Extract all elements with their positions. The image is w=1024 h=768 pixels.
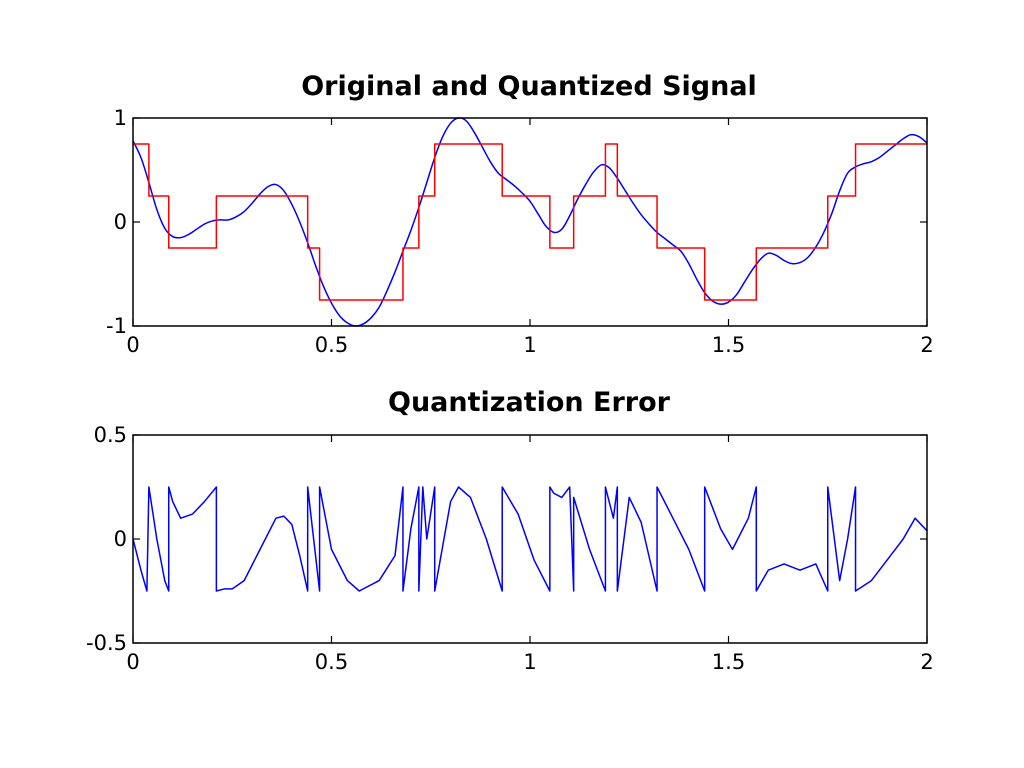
error-axis-ticks: 0 0.5 1 1.5 2-0.500.5 <box>86 423 934 674</box>
signal-x-tick-label: 1 <box>523 333 536 357</box>
error-y-tick-label: 0 <box>114 527 127 551</box>
error-subplot-title: Quantization Error <box>388 387 671 418</box>
signal-axes-frame <box>132 117 928 327</box>
error-subplot: Quantization Error 0 0.5 1 1.5 2-0.500.5 <box>86 387 934 674</box>
error-x-tick-label: 0.5 <box>315 650 348 674</box>
signal-x-tick-label: 1.5 <box>712 333 745 357</box>
error-series-group <box>133 486 927 592</box>
signal-x-tick-label: 0.5 <box>315 333 348 357</box>
signal-y-tick-label: -1 <box>106 314 127 338</box>
error-y-tick-label: 0.5 <box>94 423 127 447</box>
signal-x-tick-label: 0 <box>126 333 139 357</box>
error-series-line-1 <box>133 486 927 592</box>
signal-y-tick-label: 0 <box>114 210 127 234</box>
error-x-tick-label: 2 <box>920 650 933 674</box>
signal-x-tick-label: 2 <box>920 333 933 357</box>
error-x-tick-label: 1.5 <box>712 650 745 674</box>
signal-subplot-title: Original and Quantized Signal <box>301 71 757 102</box>
signal-series-line-1 <box>133 117 927 327</box>
signal-subplot: Original and Quantized Signal 0 0.5 1 1.5 2 -… <box>106 71 934 357</box>
error-y-tick-label: -0.5 <box>86 631 127 655</box>
signal-series-line-2 <box>133 143 927 301</box>
error-x-tick-label: 1 <box>523 650 536 674</box>
signal-series-group <box>133 117 927 327</box>
signal-y-tick-label: 1 <box>114 106 127 130</box>
error-axes-frame <box>132 434 928 644</box>
error-x-tick-label: 0 <box>126 650 139 674</box>
